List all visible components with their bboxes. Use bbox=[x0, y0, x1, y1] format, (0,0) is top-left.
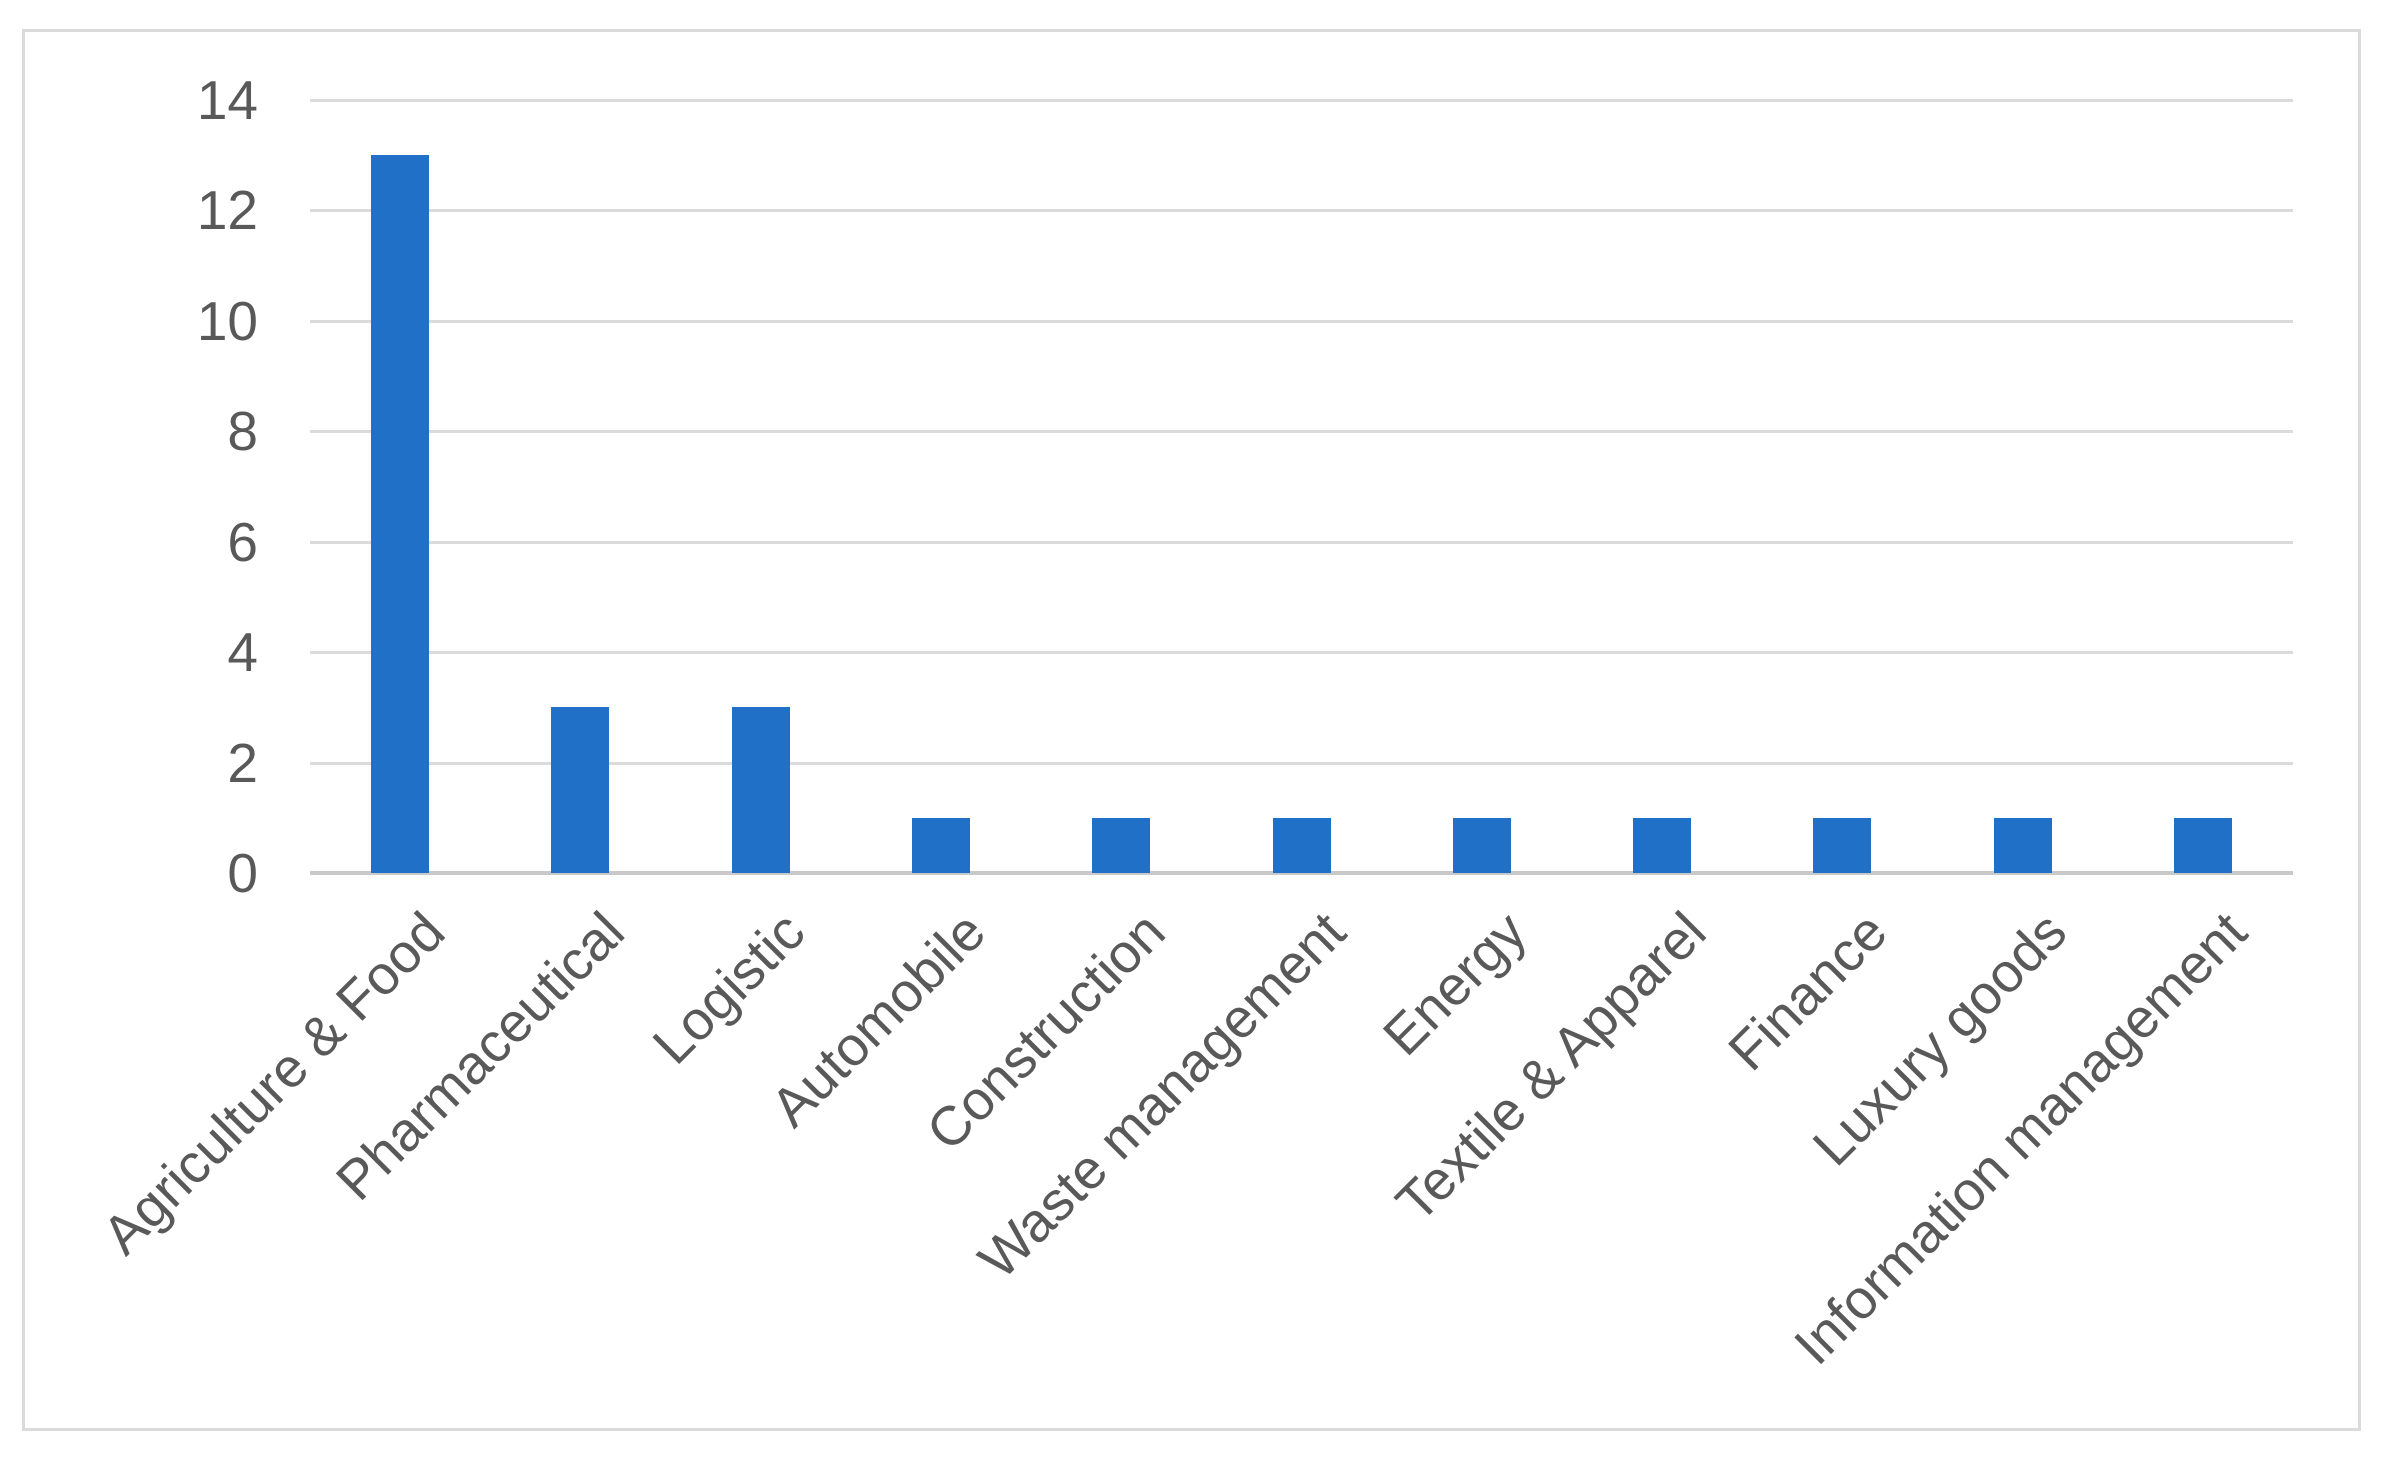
y-axis-tick-label: 0 bbox=[227, 842, 258, 904]
bar bbox=[2173, 817, 2232, 873]
y-axis-tick-label: 6 bbox=[227, 510, 258, 573]
bar bbox=[1633, 817, 1692, 873]
y-axis-tick-label: 12 bbox=[196, 179, 258, 242]
bar bbox=[371, 155, 430, 873]
y-axis-tick-label: 2 bbox=[227, 731, 258, 794]
y-axis-tick-label: 8 bbox=[227, 400, 258, 463]
bar bbox=[911, 817, 970, 873]
gridline bbox=[310, 99, 2293, 102]
bar bbox=[1092, 817, 1151, 873]
x-axis-line bbox=[310, 871, 2293, 875]
y-axis-tick-label: 10 bbox=[196, 289, 258, 352]
bar bbox=[1452, 817, 1511, 873]
bar bbox=[551, 707, 610, 873]
gridline bbox=[310, 209, 2293, 213]
bar bbox=[1272, 817, 1331, 873]
bar bbox=[1813, 817, 1872, 873]
y-axis-tick-label: 14 bbox=[196, 69, 258, 131]
y-axis-tick-label: 4 bbox=[227, 621, 258, 684]
bar bbox=[731, 707, 790, 873]
gridline bbox=[310, 540, 2293, 544]
gridline bbox=[310, 319, 2293, 323]
bar bbox=[1993, 817, 2052, 873]
gridline bbox=[310, 761, 2293, 765]
gridline bbox=[310, 651, 2293, 655]
gridline bbox=[310, 430, 2293, 434]
